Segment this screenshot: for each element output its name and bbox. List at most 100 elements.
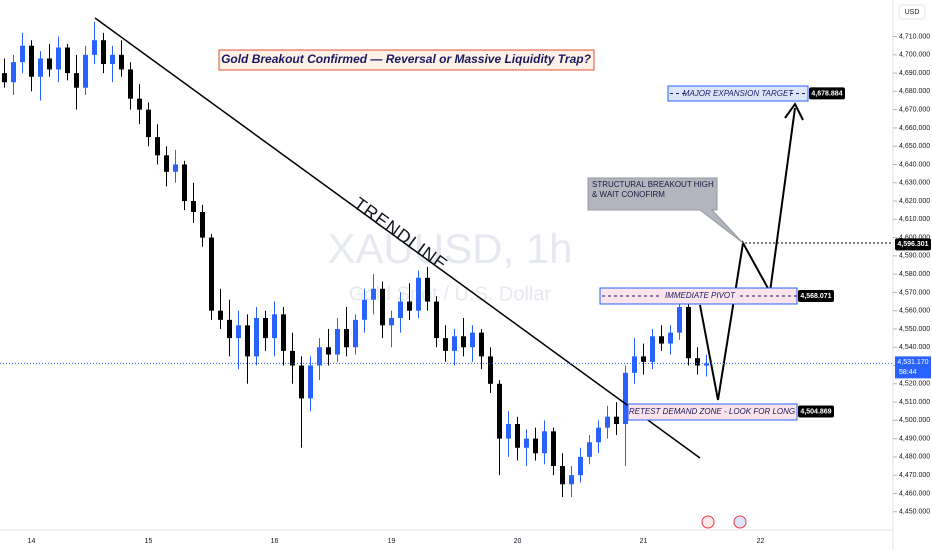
y-tick-label: 4,650.000 — [899, 143, 930, 150]
candle-body — [695, 358, 700, 366]
callout-box — [587, 177, 744, 244]
candle-body — [560, 466, 565, 485]
candle-body — [344, 328, 349, 348]
candles — [2, 21, 709, 498]
candle-body — [254, 318, 259, 357]
event-icon — [701, 515, 715, 529]
candle-body — [569, 475, 574, 485]
x-tick-label: 21 — [640, 538, 648, 545]
candle-body — [641, 356, 646, 362]
candle-body — [605, 416, 610, 428]
last-price-tag — [895, 356, 931, 379]
title-box — [218, 49, 595, 71]
candle-body — [218, 310, 223, 320]
candle-body — [461, 336, 466, 348]
price-tag — [798, 289, 834, 302]
candle-body — [272, 314, 277, 339]
arrow-head — [784, 102, 804, 121]
candle-body — [551, 431, 556, 467]
candle-body — [83, 54, 88, 88]
y-tick-label: 4,580.000 — [899, 271, 930, 278]
candle-body — [416, 277, 421, 311]
x-tick-label: 22 — [757, 538, 765, 545]
y-tick-label: 4,480.000 — [899, 454, 930, 461]
candle-body — [506, 424, 511, 439]
y-tick-label: 4,690.000 — [899, 70, 930, 77]
y-tick-label: 4,660.000 — [899, 125, 930, 132]
candle-body — [281, 314, 286, 351]
price-tag-label: 4,504.869 — [800, 408, 831, 415]
candle-body — [497, 383, 502, 439]
candle-body — [110, 54, 115, 64]
candle-body — [668, 332, 673, 344]
candle-body — [434, 301, 439, 339]
y-tick-label: 4,490.000 — [899, 435, 930, 442]
y-tick-label: 4,630.000 — [899, 180, 930, 187]
candle-body — [425, 277, 430, 302]
candle-body — [443, 338, 448, 351]
candle-body — [20, 45, 25, 63]
candle-body — [353, 319, 358, 348]
watermark: XAUUSD, 1h — [327, 225, 572, 272]
y-tick-label: 4,620.000 — [899, 198, 930, 205]
candle-body — [578, 456, 583, 476]
flag-icon — [733, 515, 747, 529]
breakout-price: 4,596.301 — [895, 238, 931, 251]
candle-body — [227, 319, 232, 339]
candle-body — [398, 301, 403, 318]
y-tick-label: 4,470.000 — [899, 472, 930, 479]
target-price: 4,678.884 — [809, 87, 845, 100]
y-tick-label: 4,450.000 — [899, 509, 930, 516]
candle-body — [164, 155, 169, 172]
candle-body — [326, 347, 331, 355]
candle-body — [191, 201, 196, 212]
candle-body — [704, 363, 709, 366]
candle-body — [362, 299, 367, 320]
y-tick-label: 4,510.000 — [899, 399, 930, 406]
price-tag-label: 4,568.071 — [800, 293, 831, 300]
y-tick-label: 4,670.000 — [899, 106, 930, 113]
candle-body — [182, 164, 187, 202]
candle-body — [677, 307, 682, 333]
candle-body — [92, 40, 97, 55]
watermark-subtitle: Gold Spot / U.S. Dollar — [349, 283, 552, 305]
y-tick-label: 4,610.000 — [899, 216, 930, 223]
price-tag — [895, 238, 931, 251]
candle-body — [650, 336, 655, 362]
candle-body — [173, 164, 178, 172]
candle-body — [29, 45, 34, 77]
candle-body — [38, 58, 43, 77]
candle-body — [299, 365, 304, 399]
candle-body — [155, 137, 160, 156]
y-tick-label: 4,640.000 — [899, 161, 930, 168]
candle-body — [470, 332, 475, 348]
countdown: 58:44 — [899, 369, 917, 376]
candle-body — [596, 427, 601, 443]
price-tag-label: 4,678.884 — [811, 90, 842, 97]
candle-body — [407, 301, 412, 311]
candle-body — [308, 365, 313, 399]
candle-body — [2, 73, 7, 83]
x-tick-label: 14 — [28, 538, 36, 545]
candle-body — [587, 442, 592, 457]
candle-body — [47, 58, 52, 70]
candle-body — [101, 40, 106, 64]
candle-body — [146, 109, 151, 138]
candle-body — [479, 332, 484, 357]
currency-box — [898, 4, 926, 20]
trendline — [94, 17, 701, 459]
x-tick-label: 20 — [514, 538, 522, 545]
candle-body — [236, 325, 241, 339]
candle-body — [533, 438, 538, 454]
y-tick-label: 4,590.000 — [899, 253, 930, 260]
candle-body — [263, 318, 268, 339]
x-tick-label: 19 — [388, 538, 396, 545]
candle-body — [56, 47, 61, 70]
x-tick-label: 15 — [145, 538, 153, 545]
candle-body — [515, 424, 520, 448]
y-tick-label: 4,550.000 — [899, 326, 930, 333]
candle-body — [452, 336, 457, 351]
candle-body — [623, 372, 628, 424]
